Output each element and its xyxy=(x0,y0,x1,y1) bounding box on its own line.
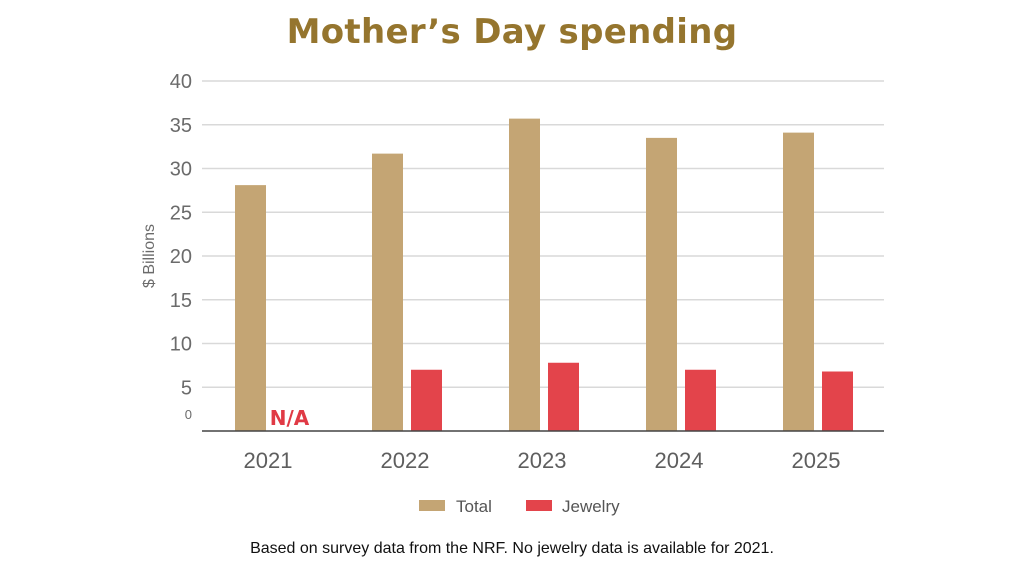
bar-total-2022 xyxy=(372,153,403,431)
y-axis-label: $ Billions xyxy=(141,224,158,288)
gridlines xyxy=(202,80,884,388)
chart-title: Mother’s Day spending xyxy=(286,12,738,52)
bar-total-2024 xyxy=(646,137,677,431)
missing-value-label: N/A xyxy=(270,406,310,430)
x-tick-label: 2022 xyxy=(381,448,430,473)
y-tick-label: 35 xyxy=(170,115,192,137)
x-tick-label: 2021 xyxy=(244,448,293,473)
bars: N/A xyxy=(235,118,853,431)
y-tick-label: 30 xyxy=(170,159,192,181)
footnote: Based on survey data from the NRF. No je… xyxy=(250,540,774,557)
bar-jewelry-2023 xyxy=(548,362,579,431)
y-tick-label: 0 xyxy=(185,407,192,422)
y-tick-label: 25 xyxy=(170,202,192,224)
y-tick-label: 20 xyxy=(170,246,192,268)
y-axis-ticks: 0 5 10 15 20 25 30 35 40 xyxy=(170,71,192,422)
bar-jewelry-2025 xyxy=(822,371,853,431)
bar-total-2021 xyxy=(235,185,266,431)
y-tick-label: 5 xyxy=(181,377,192,399)
y-tick-label: 15 xyxy=(170,290,192,312)
y-tick-label: 40 xyxy=(170,71,192,93)
legend-label-jewelry: Jewelry xyxy=(562,497,620,516)
legend-swatch-total xyxy=(419,500,445,511)
x-axis-ticks: 2021 2022 2023 2024 2025 xyxy=(244,448,841,473)
legend: Total Jewelry xyxy=(419,497,620,516)
x-tick-label: 2025 xyxy=(792,448,841,473)
x-tick-label: 2024 xyxy=(655,448,704,473)
y-tick-label: 10 xyxy=(170,334,192,356)
legend-label-total: Total xyxy=(456,497,492,516)
x-tick-label: 2023 xyxy=(518,448,567,473)
bar-total-2023 xyxy=(509,118,540,431)
bar-jewelry-2024 xyxy=(685,369,716,431)
bar-total-2025 xyxy=(783,132,814,431)
bar-jewelry-2022 xyxy=(411,369,442,431)
legend-swatch-jewelry xyxy=(526,500,552,511)
